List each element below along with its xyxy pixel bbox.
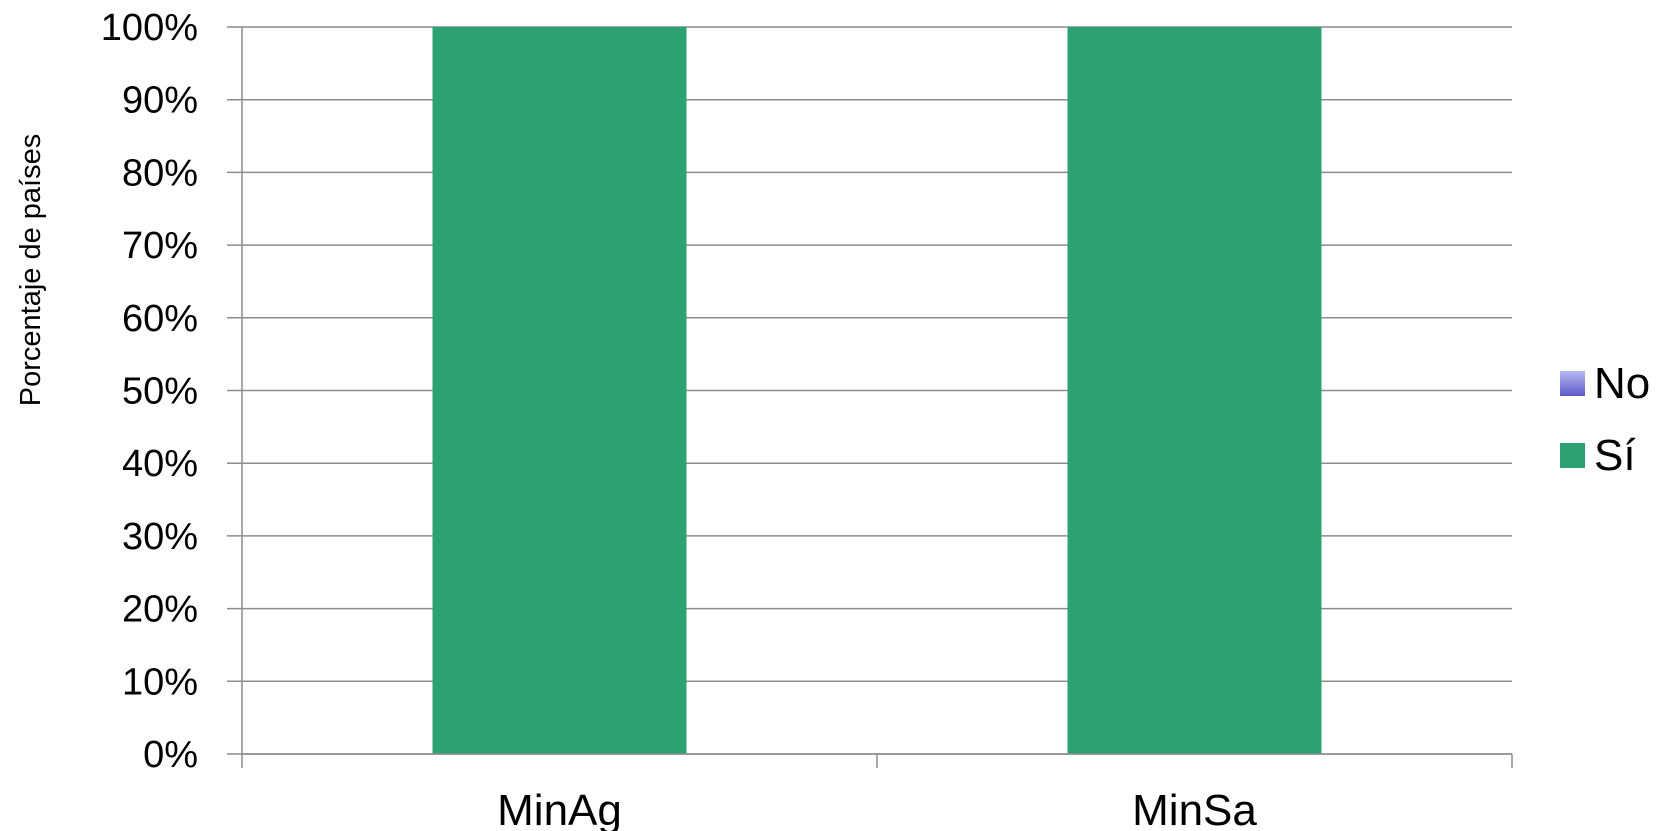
x-tick-labels: MinAg MinSa xyxy=(497,786,1257,831)
legend: No Sí xyxy=(1560,359,1650,480)
y-tick-label: 30% xyxy=(122,516,198,558)
y-tick-label: 90% xyxy=(122,80,198,122)
y-tick-label: 80% xyxy=(122,152,198,194)
y-tick-label: 10% xyxy=(122,661,198,703)
legend-label: Sí xyxy=(1594,431,1636,480)
y-tick-label: 50% xyxy=(122,371,198,413)
y-tick-label: 60% xyxy=(122,298,198,340)
legend-swatch-si xyxy=(1560,443,1585,468)
y-tick-label: 100% xyxy=(101,7,198,49)
y-tick-label: 0% xyxy=(143,734,198,776)
bar-minag-si xyxy=(432,27,687,754)
y-tick-labels: 0% 10% 20% 30% 40% 50% 60% 70% 80% 90% 100% xyxy=(101,7,198,776)
x-tick-label: MinAg xyxy=(497,786,622,831)
axes xyxy=(241,27,1513,768)
bars xyxy=(432,27,1322,754)
y-tick-label: 20% xyxy=(122,589,198,631)
legend-swatch-no xyxy=(1560,371,1585,396)
legend-label: No xyxy=(1594,359,1650,408)
y-tick-label: 40% xyxy=(122,443,198,485)
y-axis-label: Porcentaje de países xyxy=(15,134,47,406)
bar-minsa-si xyxy=(1067,27,1322,754)
y-tick-label: 70% xyxy=(122,225,198,267)
x-tick-label: MinSa xyxy=(1132,786,1257,831)
